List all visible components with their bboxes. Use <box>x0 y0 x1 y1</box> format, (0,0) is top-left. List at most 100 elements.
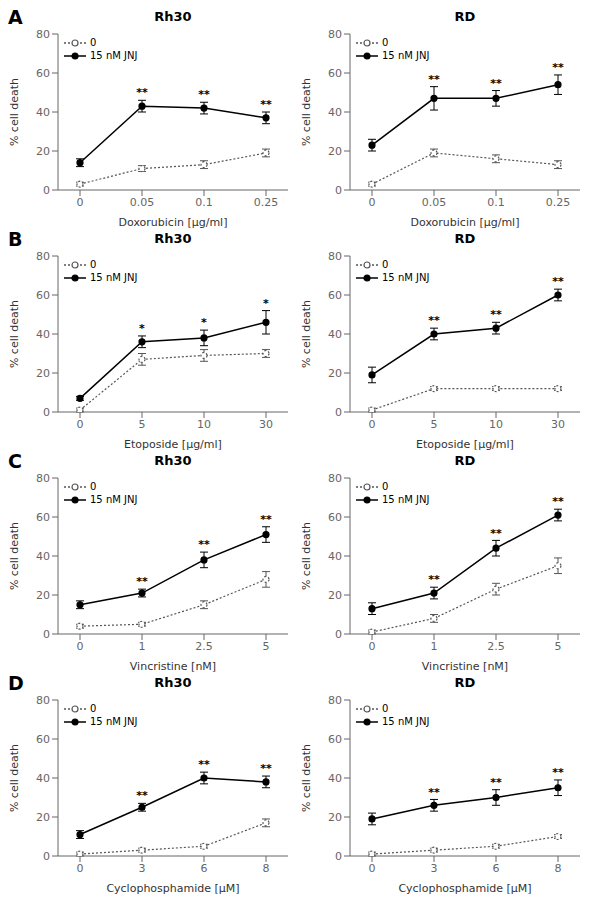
svg-text:*: * <box>139 322 145 335</box>
svg-text:0: 0 <box>77 418 84 431</box>
svg-text:**: ** <box>490 527 502 540</box>
svg-text:**: ** <box>428 573 440 586</box>
svg-text:0: 0 <box>43 628 50 641</box>
svg-text:0: 0 <box>77 640 84 653</box>
svg-text:Cyclophosphamide [μM]: Cyclophosphamide [μM] <box>398 882 531 895</box>
svg-text:80: 80 <box>36 472 50 485</box>
svg-text:80: 80 <box>36 250 50 263</box>
svg-text:**: ** <box>136 86 148 99</box>
svg-text:60: 60 <box>36 67 50 80</box>
svg-text:0: 0 <box>369 196 376 209</box>
svg-text:20: 20 <box>328 589 342 602</box>
svg-text:**: ** <box>552 766 564 779</box>
svg-text:0.1: 0.1 <box>195 196 213 209</box>
svg-text:60: 60 <box>328 67 342 80</box>
svg-text:0: 0 <box>77 196 84 209</box>
svg-text:**: ** <box>552 495 564 508</box>
svg-text:3: 3 <box>139 862 146 875</box>
svg-text:**: ** <box>198 88 210 101</box>
svg-text:40: 40 <box>36 106 50 119</box>
svg-text:*: * <box>263 297 269 310</box>
svg-text:0: 0 <box>77 862 84 875</box>
svg-text:**: ** <box>490 776 502 789</box>
svg-text:2.5: 2.5 <box>487 640 505 653</box>
svg-text:40: 40 <box>328 772 342 785</box>
svg-text:**: ** <box>198 538 210 551</box>
svg-text:**: ** <box>490 308 502 321</box>
svg-text:**: ** <box>260 762 272 775</box>
svg-text:80: 80 <box>36 694 50 707</box>
svg-text:Doxorubicin [μg/ml]: Doxorubicin [μg/ml] <box>119 216 228 229</box>
svg-text:30: 30 <box>259 418 273 431</box>
svg-text:20: 20 <box>36 811 50 824</box>
svg-text:20: 20 <box>328 811 342 824</box>
svg-text:**: ** <box>136 789 148 802</box>
svg-text:40: 40 <box>328 106 342 119</box>
svg-text:1: 1 <box>139 640 146 653</box>
svg-text:Vincristine [nM]: Vincristine [nM] <box>130 660 216 673</box>
svg-text:0: 0 <box>369 418 376 431</box>
svg-text:**: ** <box>490 77 502 90</box>
svg-text:**: ** <box>552 275 564 288</box>
svg-text:% cell death: % cell death <box>8 300 21 368</box>
svg-text:60: 60 <box>36 511 50 524</box>
svg-text:**: ** <box>260 98 272 111</box>
svg-text:**: ** <box>428 314 440 327</box>
svg-text:6: 6 <box>201 862 208 875</box>
svg-text:Etoposide [μg/ml]: Etoposide [μg/ml] <box>124 438 222 451</box>
svg-text:Etoposide [μg/ml]: Etoposide [μg/ml] <box>416 438 514 451</box>
svg-text:0: 0 <box>335 406 342 419</box>
svg-text:8: 8 <box>555 862 562 875</box>
svg-text:40: 40 <box>36 772 50 785</box>
svg-text:40: 40 <box>328 550 342 563</box>
svg-text:60: 60 <box>36 733 50 746</box>
svg-text:3: 3 <box>431 862 438 875</box>
svg-text:**: ** <box>260 513 272 526</box>
svg-text:% cell death: % cell death <box>300 300 313 368</box>
svg-text:30: 30 <box>551 418 565 431</box>
svg-text:**: ** <box>428 73 440 86</box>
svg-text:60: 60 <box>328 289 342 302</box>
svg-text:% cell death: % cell death <box>300 522 313 590</box>
svg-text:6: 6 <box>493 862 500 875</box>
svg-text:60: 60 <box>328 511 342 524</box>
svg-text:80: 80 <box>328 250 342 263</box>
svg-text:% cell death: % cell death <box>300 78 313 146</box>
svg-text:5: 5 <box>431 418 438 431</box>
svg-text:20: 20 <box>328 145 342 158</box>
svg-text:0: 0 <box>43 184 50 197</box>
svg-text:0: 0 <box>335 628 342 641</box>
svg-text:20: 20 <box>36 367 50 380</box>
svg-text:0: 0 <box>369 640 376 653</box>
svg-text:0.05: 0.05 <box>130 196 155 209</box>
svg-text:% cell death: % cell death <box>8 78 21 146</box>
svg-text:Cyclophosphamide [μM]: Cyclophosphamide [μM] <box>106 882 239 895</box>
svg-text:60: 60 <box>36 289 50 302</box>
svg-text:0.25: 0.25 <box>546 196 571 209</box>
svg-text:10: 10 <box>197 418 211 431</box>
svg-text:*: * <box>201 316 207 329</box>
svg-text:8: 8 <box>263 862 270 875</box>
svg-text:0.1: 0.1 <box>487 196 505 209</box>
svg-text:**: ** <box>136 575 148 588</box>
svg-text:% cell death: % cell death <box>300 744 313 812</box>
svg-text:40: 40 <box>36 328 50 341</box>
svg-text:5: 5 <box>263 640 270 653</box>
svg-text:1: 1 <box>431 640 438 653</box>
svg-text:40: 40 <box>36 550 50 563</box>
svg-text:0: 0 <box>43 850 50 863</box>
svg-text:80: 80 <box>328 694 342 707</box>
svg-text:20: 20 <box>328 367 342 380</box>
svg-text:80: 80 <box>328 28 342 41</box>
svg-text:60: 60 <box>328 733 342 746</box>
svg-text:**: ** <box>198 758 210 771</box>
svg-text:80: 80 <box>328 472 342 485</box>
svg-text:0: 0 <box>43 406 50 419</box>
svg-text:% cell death: % cell death <box>8 744 21 812</box>
svg-text:20: 20 <box>36 589 50 602</box>
svg-text:80: 80 <box>36 28 50 41</box>
svg-text:2.5: 2.5 <box>195 640 213 653</box>
svg-text:0: 0 <box>369 862 376 875</box>
svg-text:20: 20 <box>36 145 50 158</box>
svg-text:0: 0 <box>335 850 342 863</box>
